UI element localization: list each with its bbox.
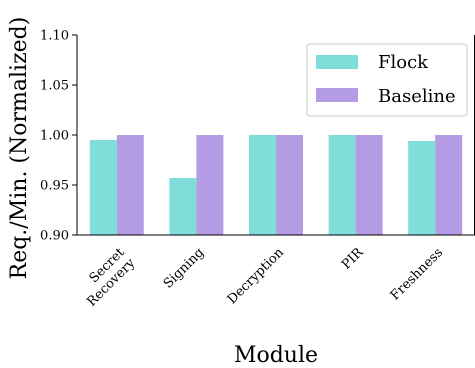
- x-tick-label: Signing: [161, 245, 207, 291]
- bars-group: [89, 135, 463, 235]
- bar-baseline-1: [196, 135, 224, 235]
- bar-flock-1: [169, 178, 197, 235]
- y-axis-label: Req./Min. (Normalized): [7, 17, 32, 280]
- bar-baseline-2: [276, 135, 303, 235]
- legend: Flock Baseline: [306, 43, 468, 117]
- y-tick-label: 0.95: [40, 179, 69, 194]
- x-tick-label: Freshness: [388, 245, 446, 303]
- y-tick-label: 1.00: [40, 129, 69, 144]
- x-tick-label: PIR: [339, 244, 367, 272]
- bar-flock-0: [89, 140, 117, 235]
- x-tick-label: Decryption: [225, 245, 288, 308]
- legend-label-flock: Flock: [378, 52, 429, 73]
- x-axis-label: Module: [234, 343, 318, 368]
- bar-baseline-3: [355, 135, 383, 235]
- legend-swatch-baseline: [316, 88, 358, 102]
- bar-flock-3: [328, 135, 356, 235]
- legend-swatch-flock: [316, 55, 358, 69]
- y-tick-label: 0.90: [40, 229, 69, 244]
- x-tick-label: SecretRecovery: [74, 245, 139, 310]
- bar-baseline-4: [435, 135, 463, 235]
- bar-baseline-0: [116, 135, 144, 235]
- legend-label-baseline: Baseline: [378, 86, 456, 107]
- bar-flock-2: [249, 135, 276, 235]
- y-tick-label: 1.05: [40, 79, 69, 94]
- bar-flock-4: [408, 141, 436, 235]
- y-tick-label: 1.10: [40, 29, 69, 44]
